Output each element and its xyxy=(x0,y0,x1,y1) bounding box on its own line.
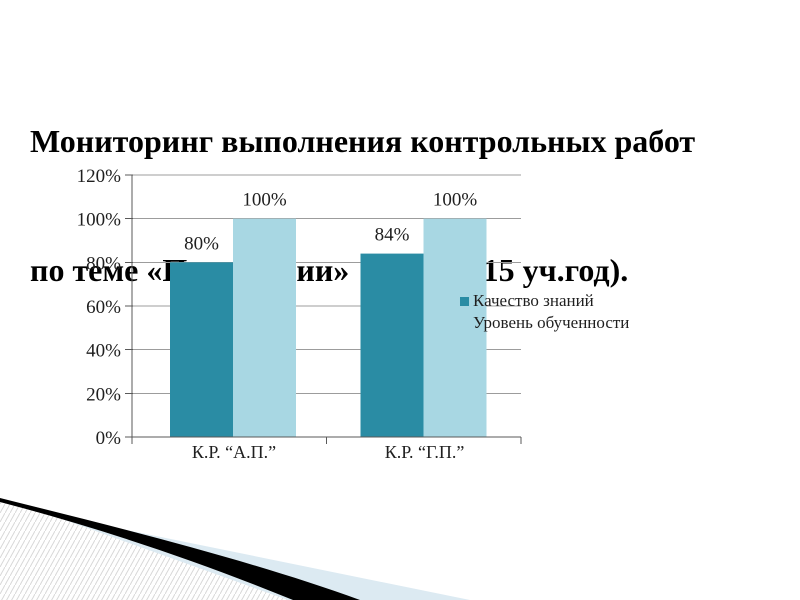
bar-group1-series2 xyxy=(233,218,296,437)
y-axis-tick-label: 100% xyxy=(77,210,122,231)
bar-value-label: 100% xyxy=(433,190,478,211)
bar-value-label: 84% xyxy=(375,225,410,246)
bar-value-label: 100% xyxy=(242,190,287,211)
y-axis-tick-label: 0% xyxy=(96,428,122,449)
slide-title-line1: Мониторинг выполнения контрольных работ xyxy=(30,123,696,159)
legend-label-2: Уровень обученности xyxy=(473,313,629,332)
y-axis-tick-label: 80% xyxy=(86,253,121,274)
footer-black-swoosh xyxy=(0,498,360,600)
bar-group2-series1 xyxy=(360,253,424,437)
category-label-1: К.Р. “А.П.” xyxy=(192,442,276,462)
y-axis-tick-label: 40% xyxy=(86,341,121,362)
bar-value-label: 80% xyxy=(184,233,219,254)
bar-group1-series1 xyxy=(170,262,233,437)
bar-group2-series2 xyxy=(423,218,487,437)
legend-marker-2 xyxy=(460,319,469,328)
y-axis-tick-label: 120% xyxy=(77,166,122,187)
legend-label-1: Качество знаний xyxy=(473,291,594,310)
category-label-2: К.Р. “Г.П.” xyxy=(385,442,465,462)
y-axis-tick-label: 60% xyxy=(86,297,121,318)
y-axis-tick-label: 20% xyxy=(86,384,121,405)
legend-marker-1 xyxy=(460,297,469,306)
footer-blue-wedge xyxy=(48,514,470,600)
